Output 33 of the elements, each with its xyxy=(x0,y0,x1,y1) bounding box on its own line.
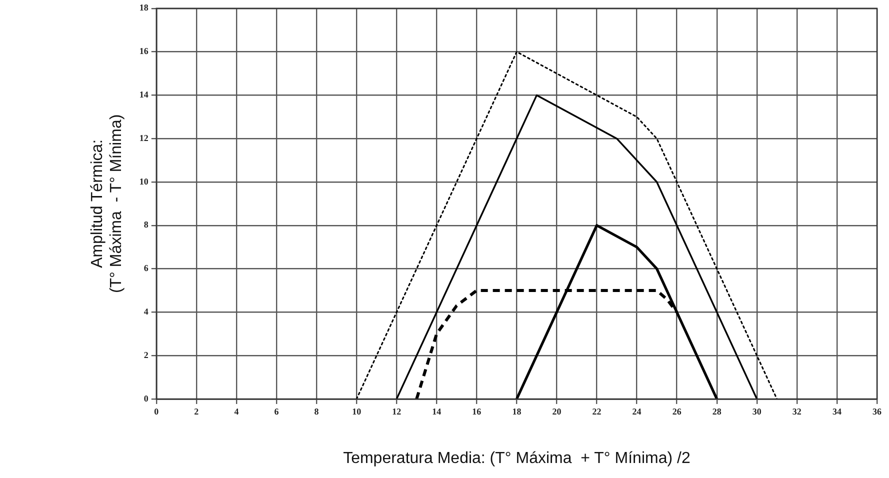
y-tick-label: 16 xyxy=(139,46,149,56)
x-tick-label: 2 xyxy=(194,406,200,417)
y-tick-label: 14 xyxy=(139,90,149,100)
y-tick-label: 4 xyxy=(144,306,149,317)
x-tick-label: 10 xyxy=(352,406,362,417)
x-tick-label: 28 xyxy=(712,406,722,417)
x-tick-label: 20 xyxy=(552,406,562,417)
text: Amplitud Térmica: xyxy=(89,139,106,268)
y-tick-label: 8 xyxy=(144,220,149,230)
x-tick-label: 8 xyxy=(314,406,320,417)
x-tick-label: 32 xyxy=(792,406,802,417)
line-series xyxy=(356,51,778,399)
y-tick-label: 10 xyxy=(139,176,149,186)
x-tick-label: 24 xyxy=(632,406,642,417)
x-tick-label: 22 xyxy=(592,406,602,417)
y-tick-label: 2 xyxy=(144,350,149,360)
x-tick-label: 12 xyxy=(392,406,402,417)
x-tick-label: 16 xyxy=(472,406,482,417)
y-tick-label: 12 xyxy=(139,132,149,143)
x-tick-label: 34 xyxy=(832,406,842,417)
x-tick-label: 26 xyxy=(672,406,682,417)
x-tick-label: 0 xyxy=(154,406,160,417)
x-axis-title: Temperatura Media: (T° Máxima + T° Mínima) /2 xyxy=(343,450,690,467)
text: (T° Máxima - T° Mínima) xyxy=(108,114,126,294)
x-tick-label: 36 xyxy=(872,406,882,417)
x-tick-label: 4 xyxy=(234,406,240,417)
y-tick-label: 0 xyxy=(144,393,149,404)
y-tick-label: 18 xyxy=(139,2,149,13)
x-tick-label: 18 xyxy=(512,406,522,417)
x-tick-label: 14 xyxy=(432,406,442,417)
x-tick-label: 30 xyxy=(752,406,762,417)
x-tick-label: 6 xyxy=(274,406,280,417)
y-tick-label: 6 xyxy=(144,263,149,274)
